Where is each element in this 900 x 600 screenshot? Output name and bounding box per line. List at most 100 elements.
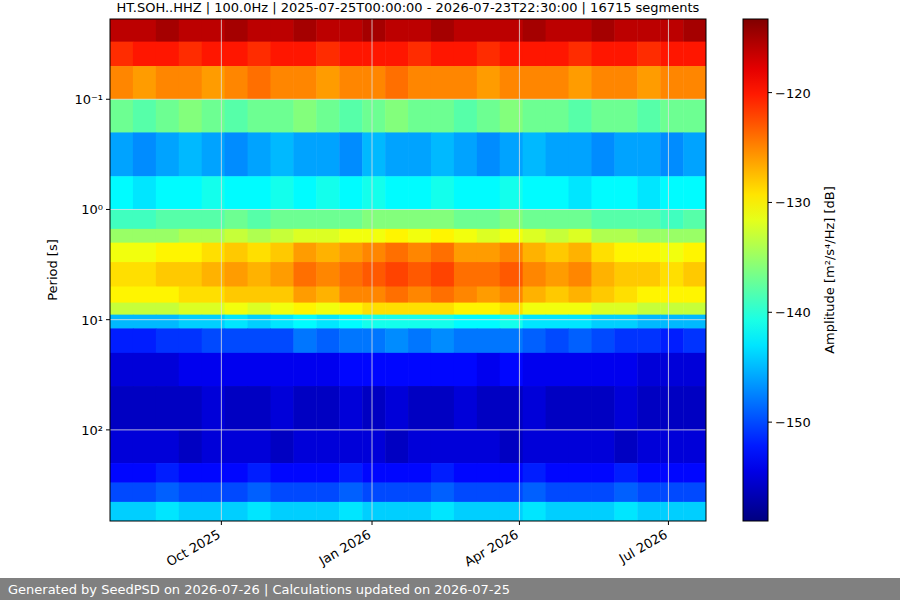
cell: [477, 99, 500, 133]
cell: [683, 430, 706, 464]
cell: [660, 66, 683, 100]
cell: [660, 315, 683, 329]
heatmap: [110, 19, 706, 521]
cell: [316, 315, 339, 329]
cell: [385, 386, 408, 430]
cell: [179, 42, 202, 67]
cell: [569, 286, 592, 303]
cell: [637, 328, 660, 353]
cell: [683, 99, 706, 133]
cell: [546, 315, 569, 329]
cell: [339, 229, 362, 243]
cell: [431, 463, 454, 483]
cell: [225, 19, 248, 42]
cell: [637, 176, 660, 210]
cell: [248, 42, 271, 67]
colorbar-title: Amplitude [m²/s⁴/Hz] [dB]: [822, 186, 837, 354]
cell: [293, 229, 316, 243]
cell: [110, 353, 133, 387]
cell: [569, 42, 592, 67]
cell: [225, 209, 248, 229]
cell: [156, 42, 179, 67]
cell: [156, 243, 179, 263]
cell: [248, 315, 271, 329]
cell: [431, 502, 454, 521]
cell: [477, 66, 500, 100]
cell: [133, 502, 156, 521]
cell: [156, 386, 179, 430]
cell: [523, 286, 546, 303]
cell: [546, 303, 569, 316]
cell: [523, 99, 546, 133]
cell: [454, 386, 477, 430]
cell: [110, 328, 133, 353]
cell: [179, 315, 202, 329]
cell: [523, 132, 546, 176]
cell: [660, 386, 683, 430]
cell: [546, 386, 569, 430]
cell: [270, 286, 293, 303]
cell: [614, 353, 637, 387]
cell: [477, 243, 500, 263]
cell: [523, 482, 546, 502]
cell: [156, 99, 179, 133]
cell: [523, 430, 546, 464]
cell: [614, 430, 637, 464]
cell: [477, 463, 500, 483]
cell: [546, 430, 569, 464]
cell: [477, 19, 500, 42]
tick: [768, 422, 772, 423]
tick: [106, 319, 110, 320]
cell: [637, 132, 660, 176]
tick-label: −130: [775, 195, 811, 210]
cell: [454, 19, 477, 42]
cell: [431, 303, 454, 316]
cell: [179, 502, 202, 521]
cell: [110, 502, 133, 521]
cell: [637, 386, 660, 430]
cell: [477, 502, 500, 521]
cell: [454, 42, 477, 67]
cell: [316, 386, 339, 430]
cell: [225, 229, 248, 243]
cell: [110, 463, 133, 483]
cell: [408, 463, 431, 483]
cell: [523, 353, 546, 387]
cell: [614, 66, 637, 100]
cell: [385, 132, 408, 176]
cell: [431, 315, 454, 329]
cell: [270, 315, 293, 329]
cell: [293, 42, 316, 67]
cell: [179, 286, 202, 303]
cell: [546, 286, 569, 303]
cell: [293, 243, 316, 263]
cell: [454, 262, 477, 287]
cell: [683, 176, 706, 210]
cell: [316, 328, 339, 353]
cell: [179, 430, 202, 464]
cell: [225, 502, 248, 521]
tick: [768, 92, 772, 93]
cell: [569, 430, 592, 464]
cell: [362, 176, 385, 210]
colorbar: [743, 19, 768, 521]
cell: [316, 176, 339, 210]
cell: [454, 430, 477, 464]
cell: [225, 243, 248, 263]
cell: [248, 262, 271, 287]
cell: [316, 209, 339, 229]
cell: [179, 328, 202, 353]
cell: [225, 303, 248, 316]
cell: [385, 482, 408, 502]
cell: [591, 303, 614, 316]
cell: [683, 19, 706, 42]
cell: [362, 132, 385, 176]
cell: [614, 243, 637, 263]
cell: [408, 262, 431, 287]
cell: [660, 99, 683, 133]
cell: [225, 99, 248, 133]
cell: [270, 19, 293, 42]
cell: [523, 209, 546, 229]
cell: [316, 353, 339, 387]
cell: [362, 328, 385, 353]
